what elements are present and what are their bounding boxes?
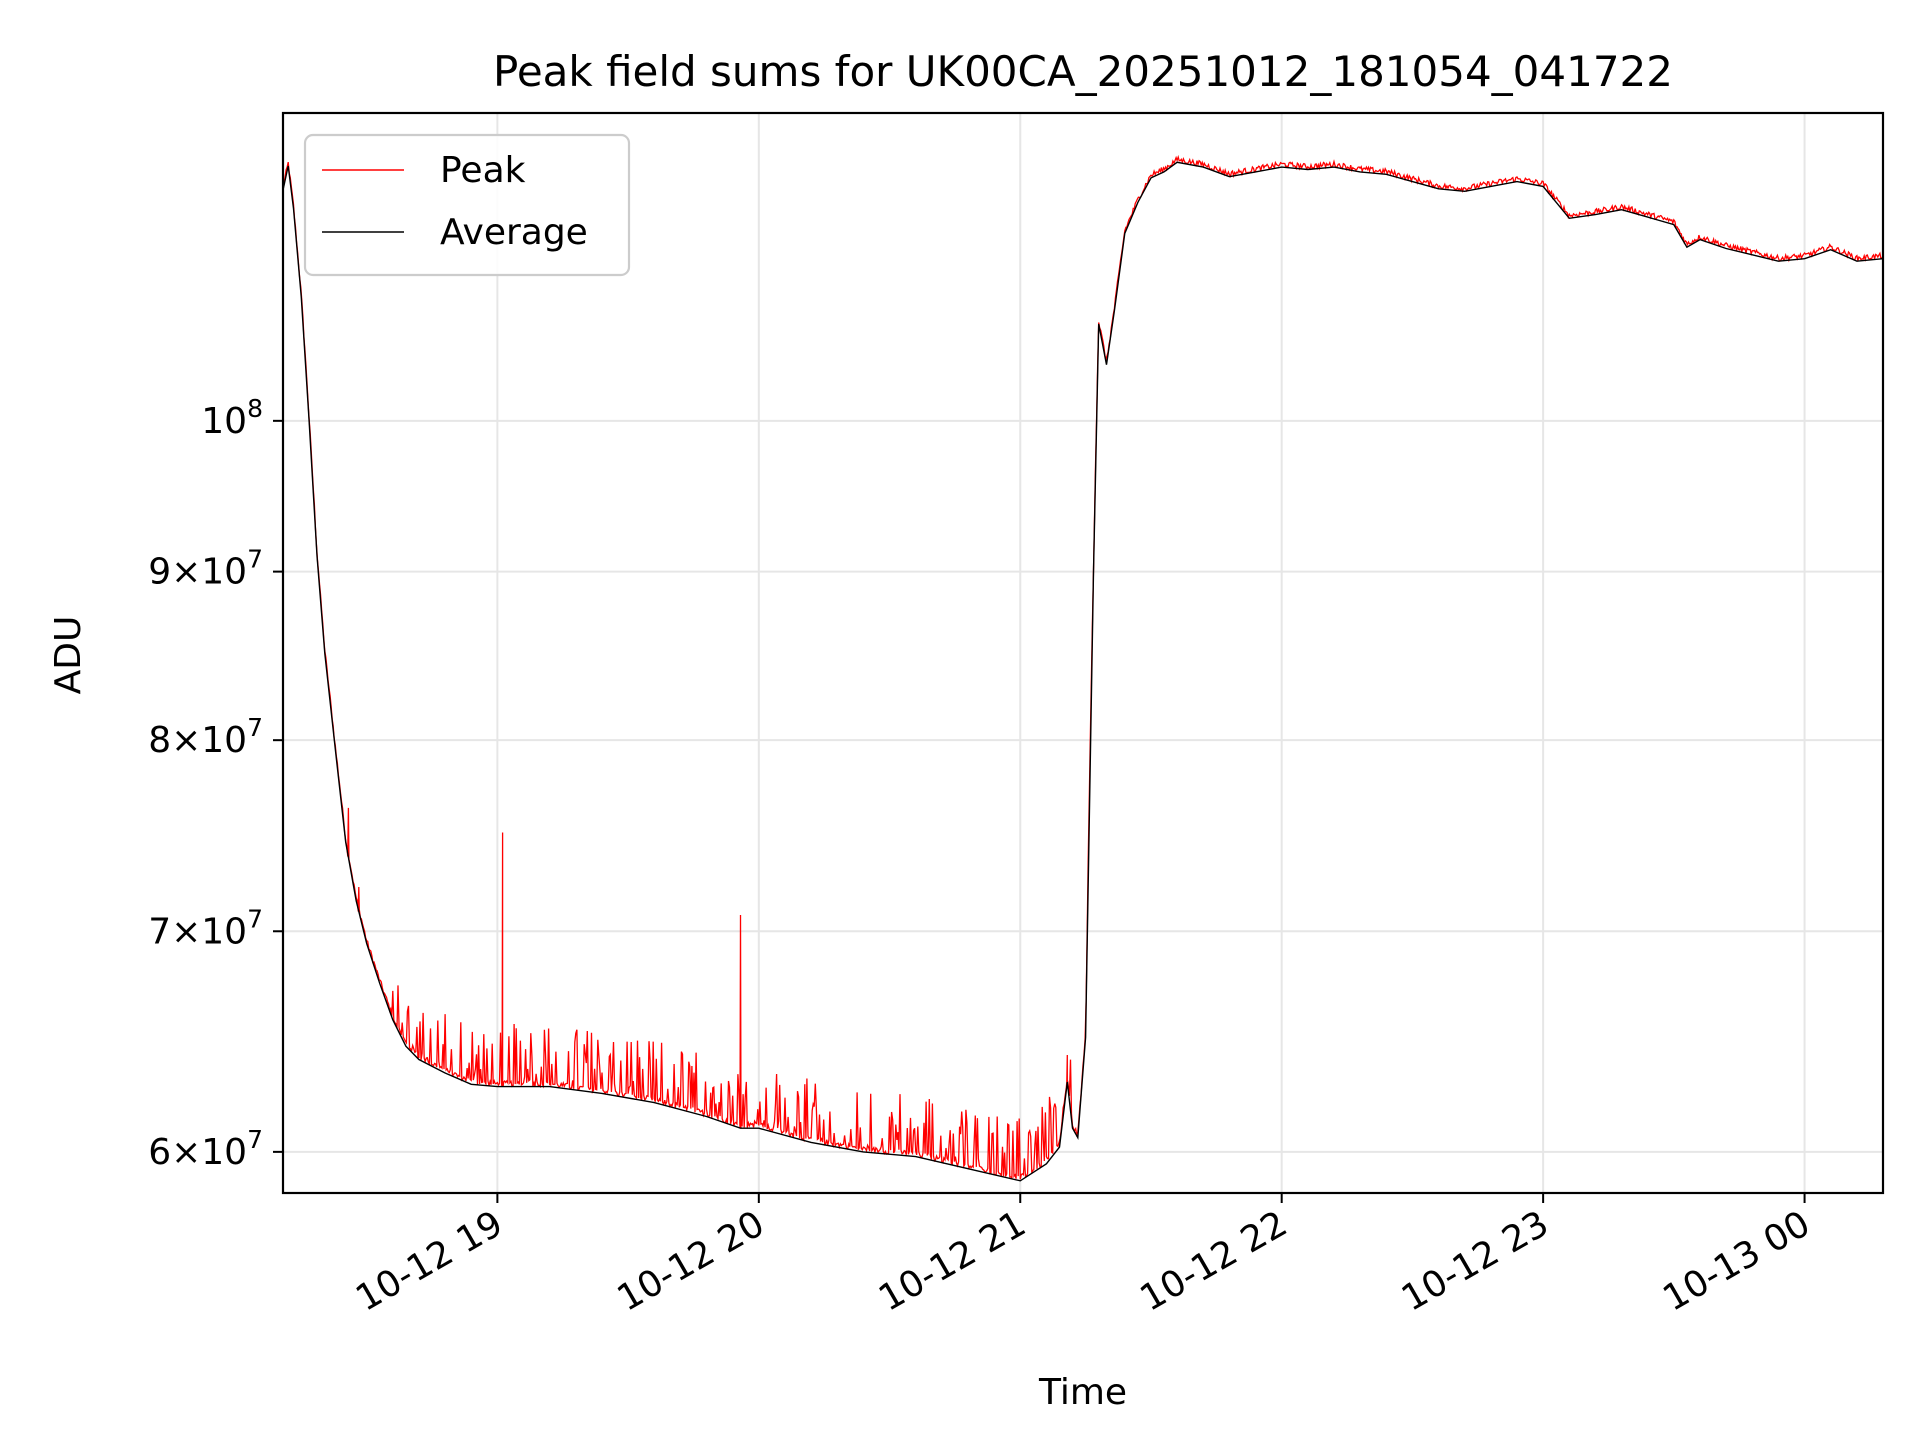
y-tick-label: 6×107 (148, 1125, 263, 1173)
legend-average-label: Average (440, 212, 588, 253)
y-tick-base: 10 (201, 401, 247, 442)
y-tick-exponent: 7 (247, 545, 263, 574)
y-tick-base: 7×10 (148, 911, 247, 952)
y-tick-exponent: 7 (247, 713, 263, 742)
legend: Peak Average (303, 133, 631, 277)
y-tick-exponent: 8 (247, 394, 263, 423)
series-layer (283, 154, 1883, 1182)
x-axis-label: Time (1038, 1372, 1127, 1413)
legend-peak-label: Peak (440, 150, 526, 191)
y-tick-label: 7×107 (148, 904, 263, 952)
gridlines (283, 113, 1883, 1193)
plot-frame (281, 111, 1885, 1195)
y-tick-base: 9×10 (148, 552, 247, 593)
y-tick-exponent: 7 (247, 904, 263, 933)
y-tick-exponent: 7 (247, 1125, 263, 1154)
chart-title: Peak field sums for UK00CA_20251012_1810… (493, 47, 1673, 96)
y-tick-label: 108 (201, 394, 263, 442)
y-axis-label: ADU (48, 616, 89, 695)
series-average-line (283, 161, 1883, 1182)
y-tick-label: 9×107 (148, 545, 263, 593)
y-tick-label: 8×107 (148, 713, 263, 761)
y-tick-base: 8×10 (148, 720, 247, 761)
y-tick-base: 6×10 (148, 1132, 247, 1173)
